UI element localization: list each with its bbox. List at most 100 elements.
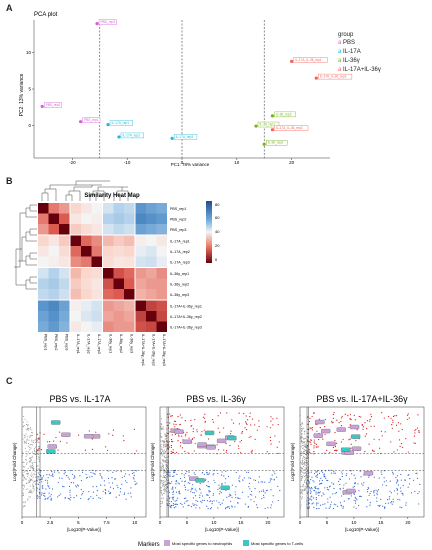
volcano-point-red [278, 441, 280, 443]
volcano-point-blue [315, 486, 317, 488]
volcano-point-blue [214, 481, 216, 484]
volcano-xlabel: [Log10(P-Value)] [67, 527, 101, 532]
volcano-point-red [381, 412, 383, 414]
volcano-point-grey [162, 484, 164, 486]
volcano-point-grey [28, 492, 30, 494]
colorbar-tick-20: 20 [215, 243, 220, 248]
volcano-point-grey [160, 446, 162, 448]
volcano-point-blue [114, 478, 116, 480]
volcano-point-blue [221, 502, 223, 504]
heatmap-cell [91, 278, 102, 289]
volcano-point-red [179, 445, 182, 447]
volcano-point-red [38, 437, 40, 439]
volcano-point-grey [33, 447, 35, 450]
volcano-point-grey [33, 439, 35, 441]
volcano-point-grey [303, 481, 305, 483]
volcano-point-red [190, 419, 192, 421]
volcano-point-grey [305, 446, 307, 449]
volcano-point-blue [41, 485, 43, 487]
volcano-point-blue [116, 484, 118, 487]
volcano-point-blue [188, 504, 190, 506]
volcano-point-grey [159, 448, 161, 450]
volcano-point-grey [26, 454, 28, 456]
volcano-point-grey [159, 491, 161, 493]
volcano-point-blue [272, 501, 274, 503]
volcano-point-red [332, 446, 335, 449]
volcano-point-grey [163, 465, 165, 467]
volcano-point-blue [330, 501, 333, 503]
volcano-point-red [181, 447, 184, 449]
marker-label-neutrophil [351, 446, 362, 451]
volcano-point-blue [417, 493, 419, 495]
volcano-point-red [43, 433, 45, 435]
heatmap-cell [156, 235, 167, 246]
volcano-point-blue [194, 488, 196, 490]
volcano-point-grey [300, 436, 303, 439]
volcano-point-grey [26, 462, 28, 464]
volcano-point-red [311, 429, 313, 431]
volcano-point-blue [173, 471, 175, 473]
markers-legend-title: Markers [138, 542, 160, 548]
heatmap-cell [59, 300, 70, 311]
heatmap-cell [81, 224, 92, 235]
volcano-point-grey [27, 488, 29, 490]
volcano-point-grey [165, 464, 167, 467]
volcano-point-red [192, 431, 194, 433]
volcano-point-red [310, 443, 312, 446]
volcano-point-grey [22, 492, 25, 494]
volcano-point-blue [199, 483, 201, 485]
volcano-point-grey [159, 457, 161, 459]
volcano-point-blue [254, 496, 257, 498]
volcano-point-grey [29, 461, 31, 463]
volcano-point-red [366, 428, 368, 430]
heatmap-left-dendrogram [14, 204, 37, 290]
volcano-point-blue [368, 488, 370, 490]
heatmap-col-label: IL-17A_rep1 [76, 334, 80, 354]
volcano-point-blue [111, 477, 113, 479]
volcano-point-red [316, 430, 318, 432]
volcano-point-blue [69, 491, 71, 493]
colorbar-tick-60: 60 [215, 215, 220, 220]
volcano-point-grey [167, 482, 169, 484]
volcano-point-grey [23, 461, 25, 464]
volcano-point-grey [307, 447, 309, 449]
heatmap-colorbar [206, 201, 212, 263]
volcano-point-blue [81, 492, 84, 495]
volcano-point-blue [115, 470, 117, 472]
volcano-point-grey [31, 490, 33, 492]
volcano-point-grey [31, 444, 34, 446]
volcano-point-blue [59, 477, 61, 479]
volcano-point-blue [331, 482, 333, 484]
volcano-point-blue [418, 503, 420, 505]
volcano-point-red [239, 452, 242, 454]
volcano-point-grey [160, 426, 162, 428]
volcano-point-blue [170, 501, 173, 503]
volcano-point-blue [320, 482, 322, 484]
volcano-point-blue [396, 475, 398, 477]
pca-point-label-box [274, 111, 296, 118]
heatmap-cell [70, 246, 81, 257]
volcano-point-grey [32, 488, 34, 490]
volcano-point-grey [22, 473, 24, 476]
volcano-point-red [310, 439, 312, 441]
volcano-point-grey [302, 484, 304, 486]
heatmap-cell [91, 311, 102, 322]
volcano-point-blue [276, 476, 278, 478]
volcano-point-blue [366, 488, 369, 491]
volcano-point-blue [79, 497, 82, 500]
volcano-point-red [169, 413, 171, 415]
volcano-point-grey [305, 465, 307, 467]
volcano-point-grey [159, 428, 161, 430]
volcano-point-blue [382, 505, 384, 507]
volcano-point-red [311, 415, 313, 418]
volcano-point-red [391, 424, 393, 426]
marker-label-neutrophil [315, 419, 325, 425]
pca-point [270, 114, 275, 118]
volcano-point-blue [67, 497, 69, 499]
volcano-x-tick-label: 15 [238, 520, 244, 525]
volcano-point-blue [56, 470, 59, 472]
volcano-point-blue [239, 497, 241, 500]
volcano-point-blue [201, 502, 203, 504]
volcano-point-blue [392, 471, 394, 473]
volcano-point-red [247, 419, 249, 421]
